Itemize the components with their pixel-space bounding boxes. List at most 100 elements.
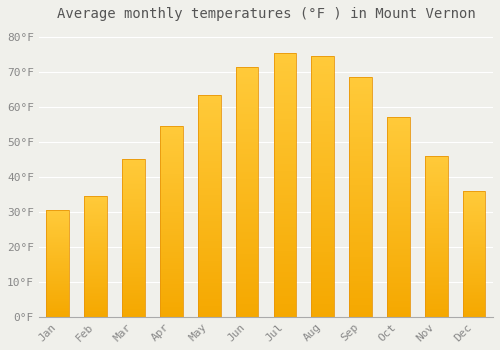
Bar [274, 113, 296, 116]
Bar [425, 299, 448, 301]
Bar [425, 164, 448, 166]
Bar [425, 161, 448, 162]
Bar [463, 262, 485, 264]
Bar [349, 197, 372, 199]
Bar [312, 66, 334, 69]
Bar [463, 251, 485, 253]
Bar [425, 276, 448, 278]
Bar [387, 289, 410, 291]
Bar [198, 217, 220, 219]
Bar [198, 94, 220, 97]
Bar [349, 281, 372, 283]
Bar [387, 183, 410, 185]
Bar [160, 149, 182, 151]
Bar [387, 293, 410, 295]
Bar [274, 111, 296, 113]
Bar [312, 267, 334, 270]
Bar [160, 218, 182, 219]
Bar [198, 277, 220, 279]
Bar [274, 238, 296, 240]
Bar [312, 210, 334, 212]
Bar [312, 304, 334, 306]
Bar [46, 288, 69, 289]
Bar [236, 157, 258, 159]
Bar [198, 117, 220, 119]
Bar [349, 175, 372, 178]
Bar [463, 193, 485, 195]
Bar [387, 165, 410, 167]
Bar [160, 138, 182, 139]
Bar [274, 116, 296, 119]
Bar [387, 119, 410, 121]
Bar [122, 312, 145, 314]
Bar [122, 292, 145, 293]
Bar [198, 155, 220, 157]
Bar [46, 264, 69, 265]
Bar [312, 309, 334, 312]
Bar [349, 195, 372, 197]
Bar [46, 287, 69, 288]
Bar [46, 237, 69, 238]
Bar [312, 257, 334, 259]
Bar [312, 192, 334, 194]
Bar [46, 212, 69, 213]
Bar [122, 186, 145, 188]
Bar [46, 301, 69, 302]
Bar [387, 217, 410, 219]
Bar [84, 270, 107, 271]
Bar [122, 215, 145, 216]
Bar [46, 285, 69, 286]
Bar [387, 245, 410, 247]
Bar [425, 262, 448, 264]
Bar [463, 195, 485, 196]
Bar [349, 180, 372, 183]
Bar [463, 281, 485, 283]
Bar [46, 224, 69, 225]
Bar [84, 226, 107, 228]
Bar [387, 277, 410, 279]
Bar [463, 243, 485, 244]
Bar [46, 223, 69, 224]
Bar [463, 224, 485, 225]
Bar [46, 294, 69, 295]
Bar [425, 256, 448, 257]
Bar [236, 136, 258, 139]
Bar [160, 164, 182, 166]
Bar [46, 262, 69, 264]
Bar [198, 193, 220, 195]
Bar [160, 219, 182, 222]
Bar [312, 90, 334, 92]
Bar [84, 208, 107, 209]
Bar [160, 290, 182, 292]
Bar [387, 267, 410, 269]
Bar [160, 269, 182, 271]
Bar [349, 223, 372, 226]
Bar [236, 207, 258, 209]
Bar [274, 203, 296, 206]
Bar [236, 299, 258, 302]
Bar [236, 152, 258, 154]
Bar [387, 123, 410, 125]
Bar [198, 284, 220, 286]
Bar [198, 270, 220, 272]
Bar [425, 185, 448, 187]
Bar [84, 314, 107, 316]
Bar [312, 113, 334, 116]
Bar [84, 223, 107, 224]
Bar [463, 258, 485, 259]
Bar [236, 144, 258, 147]
Bar [84, 247, 107, 248]
Bar [425, 241, 448, 243]
Bar [387, 193, 410, 195]
Bar [274, 84, 296, 87]
Bar [236, 284, 258, 287]
Bar [463, 235, 485, 236]
Bar [160, 302, 182, 303]
Bar [84, 276, 107, 277]
Bar [122, 310, 145, 312]
Bar [463, 309, 485, 310]
Bar [84, 262, 107, 264]
Bar [349, 151, 372, 154]
Bar [425, 239, 448, 241]
Bar [122, 273, 145, 274]
